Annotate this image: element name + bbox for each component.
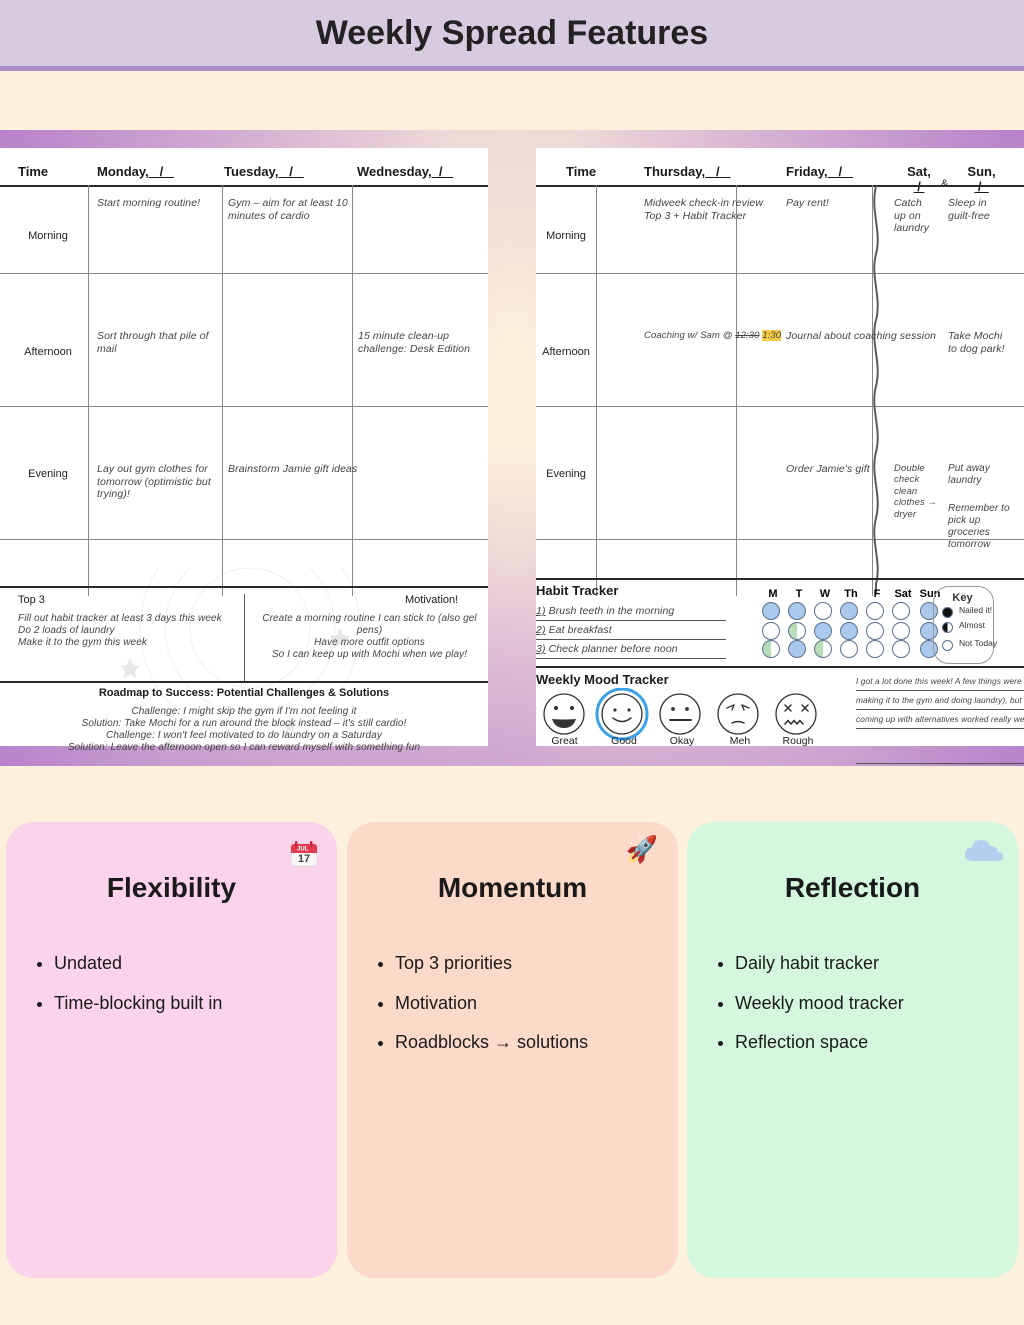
svg-text:JUL: JUL <box>297 847 309 853</box>
svg-text:17: 17 <box>298 853 310 865</box>
